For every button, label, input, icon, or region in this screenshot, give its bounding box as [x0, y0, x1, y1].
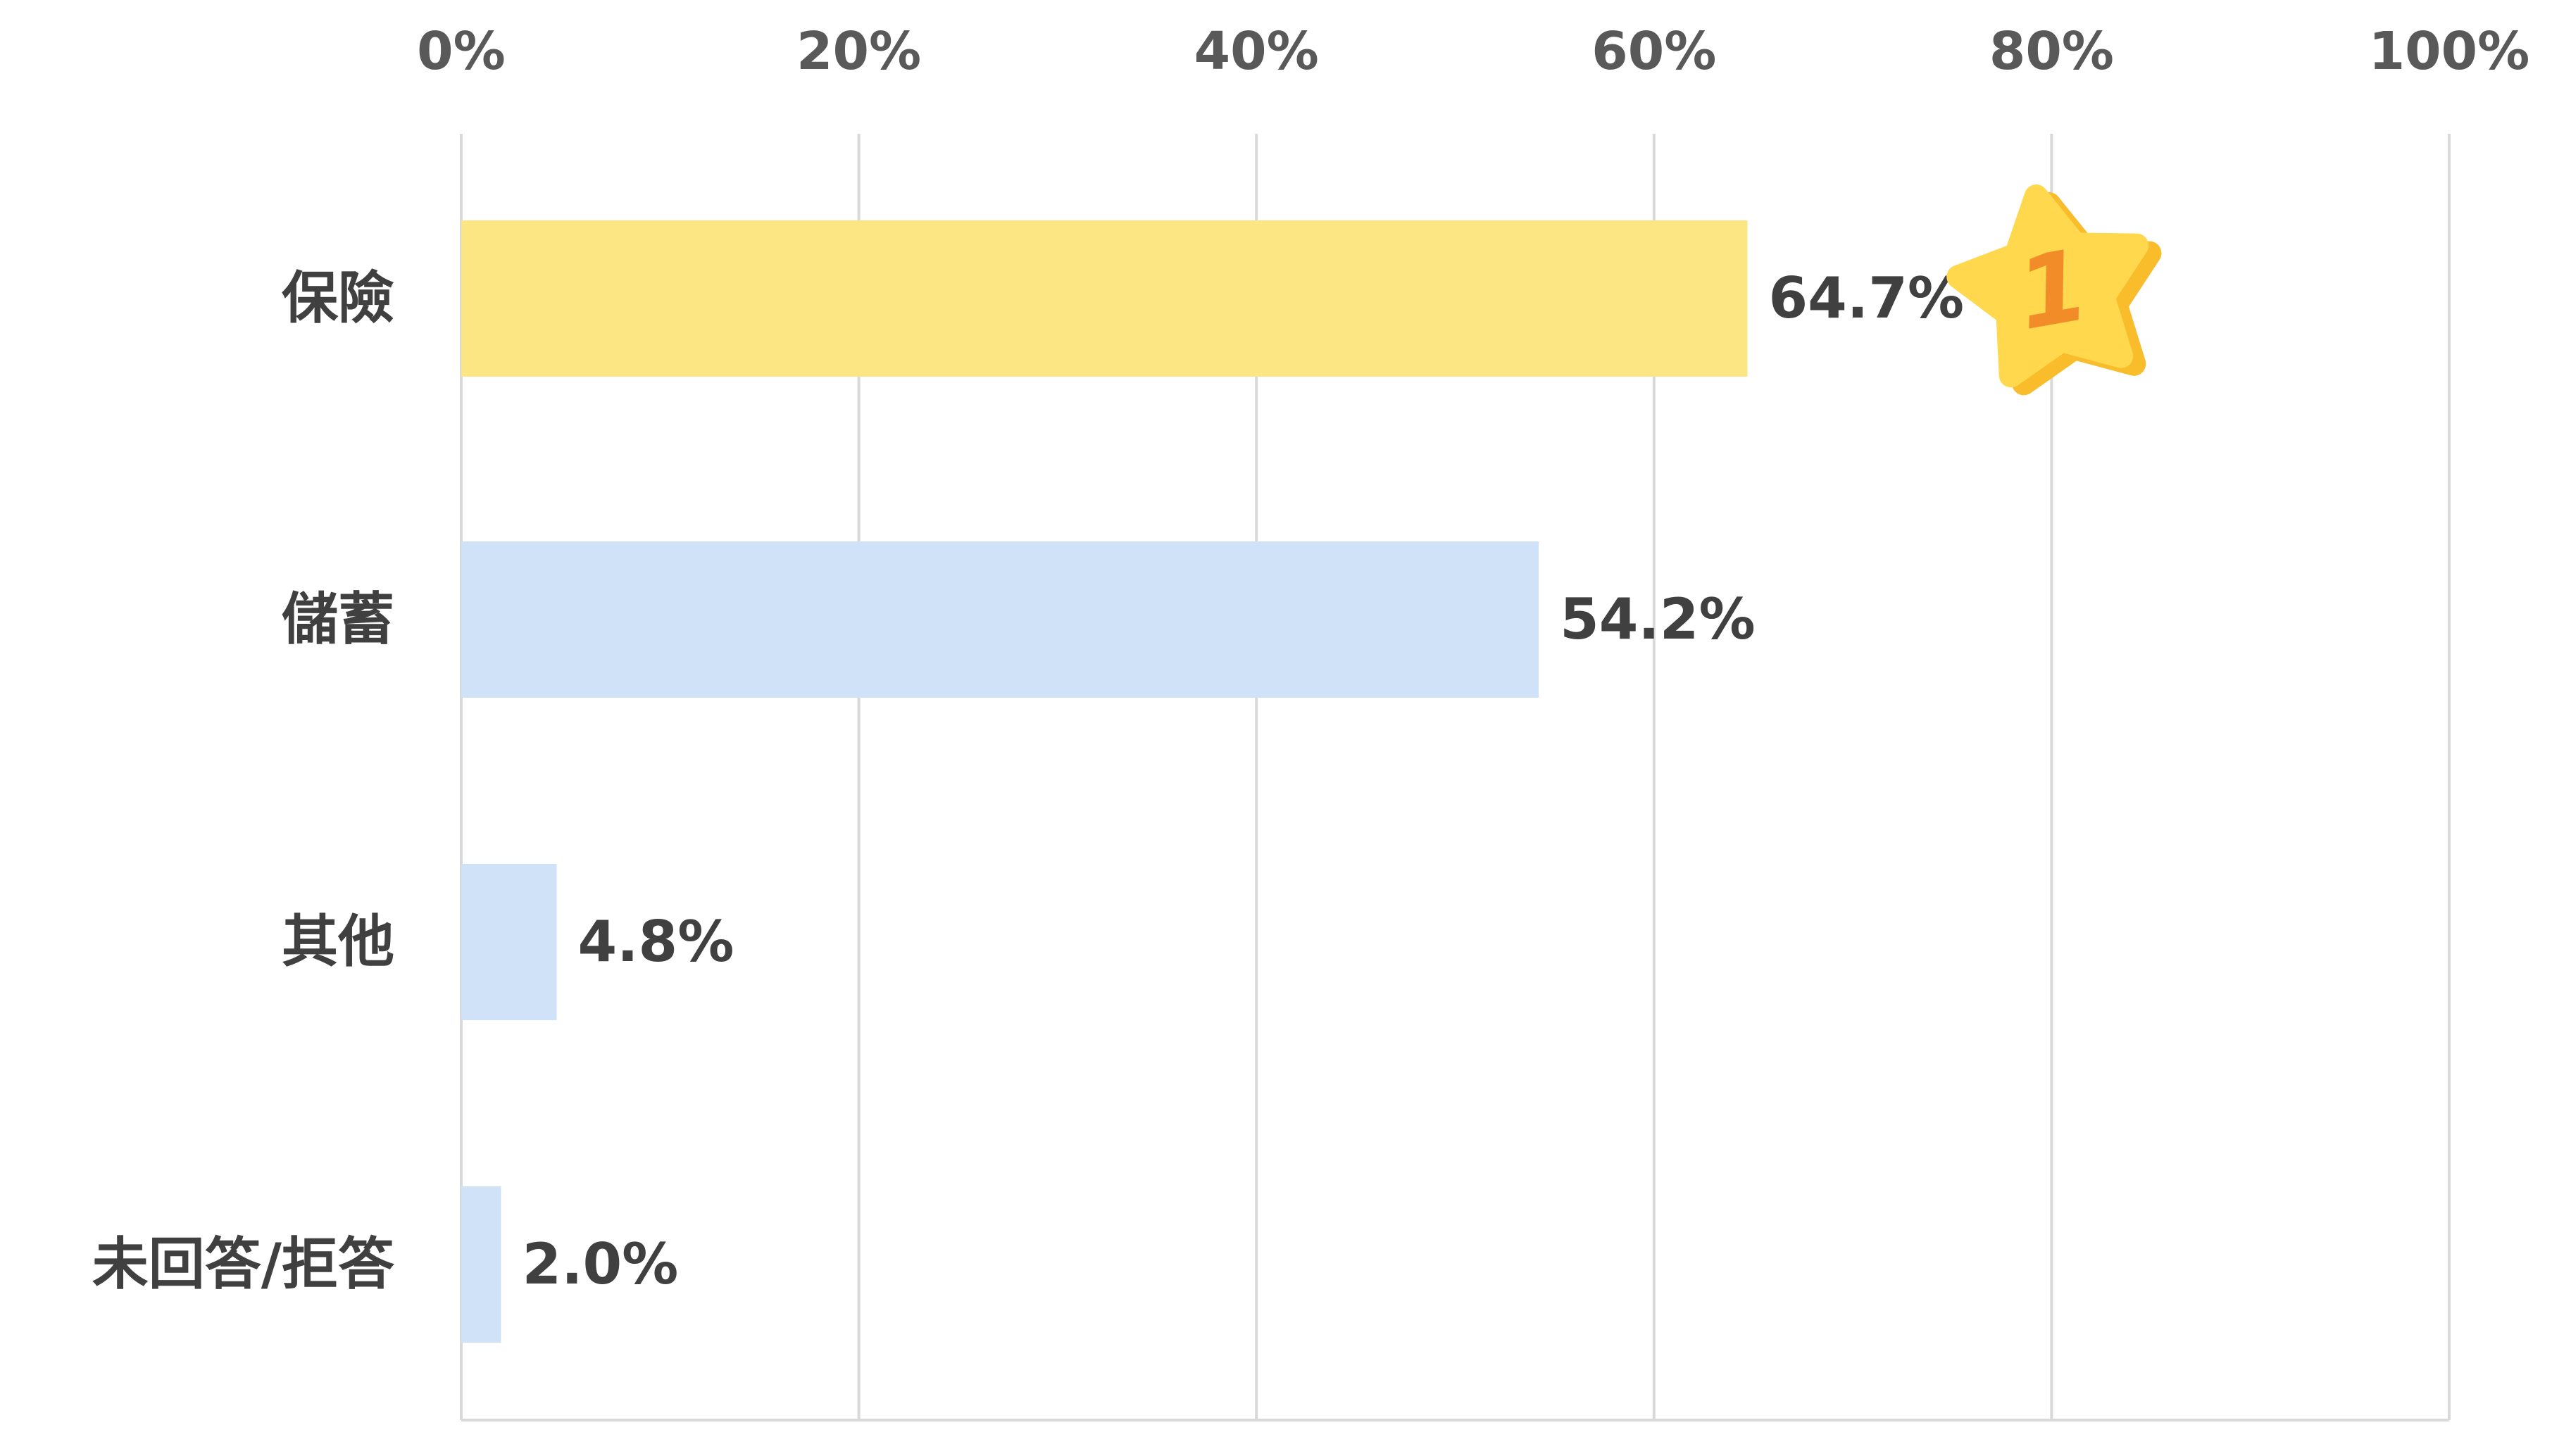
value-labels: 64.7% 54.2% 4.8% 2.0%	[522, 265, 1964, 1297]
value-label: 2.0%	[522, 1231, 678, 1297]
category-label: 保險	[282, 265, 394, 331]
category-label: 未回答/拒答	[92, 1231, 395, 1297]
x-tick-label: 20%	[796, 21, 921, 82]
x-tick-label: 80%	[1989, 21, 2114, 82]
value-label: 4.8%	[578, 909, 734, 974]
bar-highlighted	[461, 220, 1748, 377]
value-label: 64.7%	[1768, 265, 1964, 331]
star-icon: 1	[1946, 184, 2162, 396]
bar	[461, 864, 557, 1020]
value-label: 54.2%	[1560, 586, 1756, 652]
x-tick-label: 60%	[1591, 21, 1716, 82]
x-tick-label: 100%	[2369, 21, 2530, 82]
bar	[461, 541, 1539, 698]
x-tick-label: 0%	[417, 21, 506, 82]
bar	[461, 1186, 501, 1343]
x-tick-label: 40%	[1194, 21, 1319, 82]
bars	[461, 220, 1748, 1343]
star-face	[1946, 184, 2149, 388]
category-label: 其他	[282, 909, 394, 974]
x-axis-ticks: 0% 20% 40% 60% 80% 100%	[417, 21, 2529, 82]
rank-badge: 1	[1946, 184, 2162, 396]
category-label: 儲蓄	[282, 586, 394, 652]
